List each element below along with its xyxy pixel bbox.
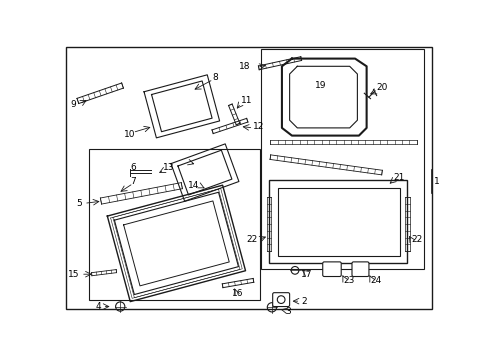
Bar [269, 180, 408, 264]
FancyBboxPatch shape [273, 293, 290, 306]
Text: 7: 7 [130, 177, 136, 186]
Text: 21: 21 [393, 174, 405, 183]
Text: 23: 23 [343, 276, 355, 285]
Text: 6: 6 [130, 163, 136, 172]
Text: 20: 20 [377, 84, 388, 93]
Text: 15: 15 [68, 270, 79, 279]
Bar [89, 149, 260, 300]
Text: 14: 14 [188, 181, 199, 190]
Text: 16: 16 [232, 289, 244, 298]
Bar [261, 49, 424, 269]
FancyBboxPatch shape [323, 262, 341, 276]
Text: 17: 17 [301, 270, 313, 279]
Text: 10: 10 [124, 130, 136, 139]
Text: 5: 5 [76, 199, 82, 208]
Text: 19: 19 [315, 81, 326, 90]
Text: 3: 3 [286, 307, 292, 316]
Text: 1: 1 [435, 177, 440, 186]
Text: 11: 11 [241, 96, 253, 105]
Text: 12: 12 [253, 122, 265, 131]
Text: 9: 9 [71, 100, 76, 109]
Bar [278, 188, 400, 256]
Text: 22: 22 [411, 235, 422, 244]
FancyBboxPatch shape [352, 262, 369, 276]
Text: 2: 2 [301, 297, 307, 306]
Text: 4: 4 [96, 302, 101, 311]
Text: 8: 8 [213, 73, 219, 82]
Text: 13: 13 [163, 163, 174, 172]
Text: 24: 24 [370, 276, 382, 285]
Text: 22: 22 [246, 235, 257, 244]
Text: 18: 18 [239, 62, 250, 71]
